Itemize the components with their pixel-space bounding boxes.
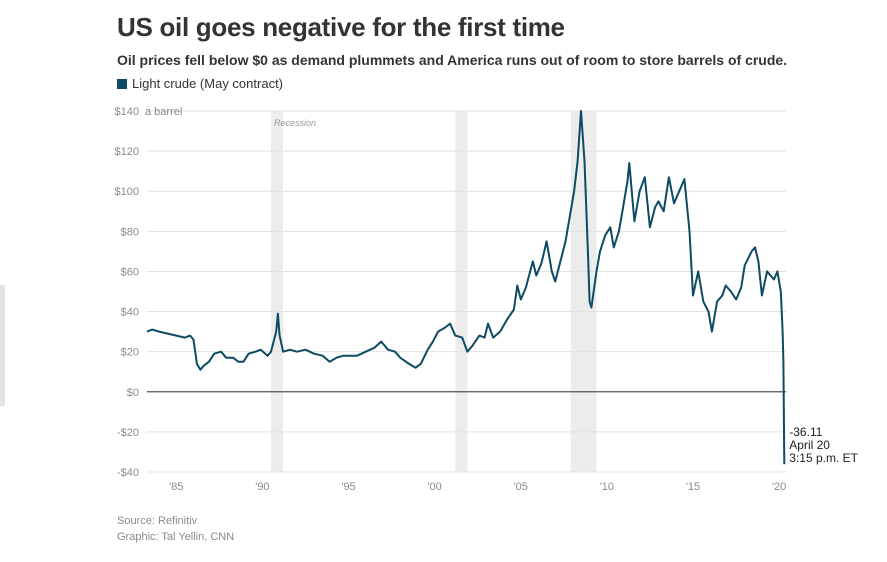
y-tick-label: $0 (127, 387, 139, 399)
x-tick-label: '05 (514, 481, 528, 493)
x-tick-label: '20 (772, 481, 786, 493)
annotation-line-0: -36.11 (789, 425, 822, 439)
y-tick-label: $80 (121, 226, 139, 238)
y-unit-label: a barrel (145, 106, 182, 118)
recession-label: Recession (274, 118, 316, 128)
chart-subtitle: Oil prices fell below $0 as demand plumm… (117, 52, 788, 68)
x-tick-label: '85 (169, 481, 183, 493)
y-tick-label: $40 (121, 307, 139, 319)
x-tick-label: '10 (600, 481, 614, 493)
y-tick-label: $60 (121, 266, 139, 278)
annotation-line-2: 3:15 p.m. ET (789, 451, 858, 465)
y-tick-label: -$40 (117, 467, 139, 479)
recession-band-1 (455, 111, 468, 472)
oil-price-line (146, 110, 786, 465)
legend-swatch (117, 78, 127, 89)
x-tick-label: '90 (255, 481, 269, 493)
y-tick-label: $120 (115, 146, 139, 158)
x-tick-label: '95 (341, 481, 355, 493)
recession-band-2 (570, 111, 597, 472)
y-tick-label: $140 (115, 106, 139, 118)
source-note: Source: Refinitiv (117, 515, 198, 527)
x-tick-label: '00 (427, 481, 441, 493)
recession-band-0 (271, 111, 284, 472)
y-tick-label: $100 (115, 186, 139, 198)
x-tick-label: '15 (686, 481, 700, 493)
y-tick-label: -$20 (117, 427, 139, 439)
graphic-credit: Graphic: Tal Yellin, CNN (117, 531, 235, 543)
chart-title: US oil goes negative for the first time (117, 12, 565, 42)
y-tick-label: $20 (121, 347, 139, 359)
left-edge-bar (0, 285, 5, 406)
legend-label: Light crude (May contract) (132, 76, 284, 91)
annotation-line-1: April 20 (789, 438, 830, 452)
chart-legend: Light crude (May contract) (117, 76, 283, 91)
